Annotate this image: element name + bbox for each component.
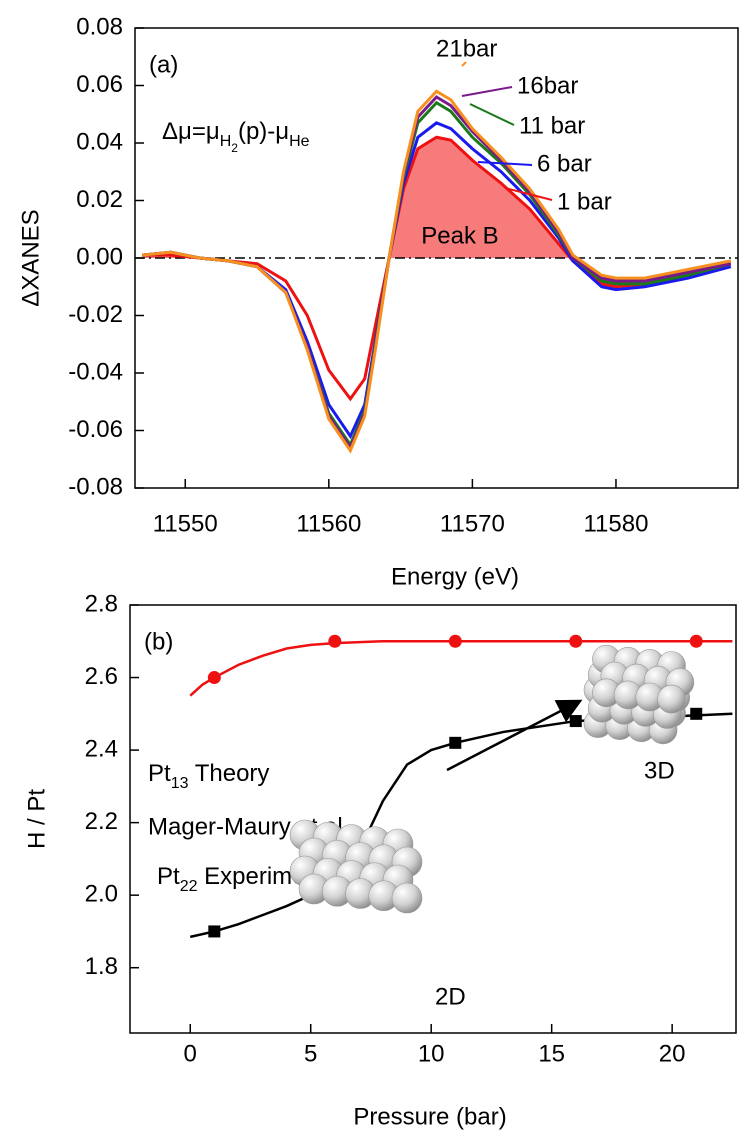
y-axis-label: ΔXANES <box>17 209 44 306</box>
data-point <box>448 634 462 648</box>
y-tick-label: 1.8 <box>85 953 118 980</box>
x-tick-label: 10 <box>418 1040 445 1067</box>
text-segment: Δμ=μ <box>162 118 220 145</box>
text-segment: 22 <box>180 878 198 895</box>
cluster-atom <box>657 684 686 714</box>
y-tick-label: -0.04 <box>68 358 123 385</box>
x-tick-label: 15 <box>538 1040 565 1067</box>
data-point <box>569 715 582 728</box>
x-tick-label: 11550 <box>153 510 218 537</box>
y-tick-label: -0.08 <box>68 473 123 500</box>
text-segment: Pt <box>148 760 171 787</box>
series-line <box>142 135 732 402</box>
panel-label: (b) <box>144 628 173 655</box>
x-tick-label: 11570 <box>440 510 505 537</box>
series-label: Pt13 Theory <box>148 760 269 792</box>
x-tick-label: 20 <box>659 1040 686 1067</box>
y-tick-label: 2.2 <box>85 808 118 835</box>
data-point <box>208 925 221 938</box>
data-point <box>569 634 583 648</box>
y-tick-label: 2.8 <box>85 590 118 617</box>
series-line <box>142 89 732 454</box>
cluster-label: 2D <box>435 983 466 1010</box>
cluster-atom <box>391 882 423 914</box>
y-tick-label: 0.04 <box>76 128 123 155</box>
y-axis-label: H / Pt <box>23 789 50 849</box>
text-segment: Pt <box>157 863 180 890</box>
x-axis-label: Energy (eV) <box>391 563 519 590</box>
x-tick-label: 11560 <box>296 510 361 537</box>
formula: Δμ=μH2(p)-μHe <box>162 118 310 155</box>
series-label: 6 bar <box>537 150 592 177</box>
peak-label: Peak B <box>421 222 498 249</box>
plot-area <box>189 634 733 939</box>
text-segment: H <box>220 133 232 150</box>
y-tick-label: -0.06 <box>68 416 123 443</box>
data-point <box>328 634 342 648</box>
panel-label: (a) <box>149 51 178 78</box>
data-point <box>207 671 221 685</box>
y-tick-label: 0.08 <box>76 13 123 40</box>
label-leader <box>469 103 515 126</box>
data-point <box>690 707 703 720</box>
label-leader <box>461 86 513 97</box>
label-leader <box>461 61 467 67</box>
y-tick-label: 2.4 <box>85 735 118 762</box>
plot-area <box>135 89 738 454</box>
label-leader <box>477 161 533 166</box>
fit-line <box>189 712 733 939</box>
text-segment: Theory <box>188 760 269 787</box>
x-tick-label: 5 <box>304 1040 317 1067</box>
x-tick-label: 0 <box>184 1040 197 1067</box>
y-tick-label: 0.02 <box>76 186 123 213</box>
peak-area <box>142 137 731 258</box>
text-segment: He <box>289 133 310 150</box>
y-tick-label: -0.02 <box>68 301 123 328</box>
y-tick-label: 2.0 <box>85 881 118 908</box>
cluster-label: 3D <box>644 757 675 784</box>
arrow <box>446 699 583 772</box>
x-axis-label: Pressure (bar) <box>353 1103 506 1130</box>
series-label: 1 bar <box>557 188 612 215</box>
plot-frame <box>129 604 737 1034</box>
text-segment: 2 <box>231 141 238 155</box>
label-leader <box>504 187 553 201</box>
series-label: 21bar <box>436 35 497 62</box>
series-label: 16bar <box>517 72 578 99</box>
y-tick-label: 0.00 <box>76 243 123 270</box>
data-point <box>689 634 703 648</box>
x-tick-label: 11580 <box>583 510 648 537</box>
text-segment: 13 <box>171 775 189 792</box>
text-segment: (p)-μ <box>238 118 289 145</box>
data-point <box>449 736 462 749</box>
y-tick-label: 2.6 <box>85 663 118 690</box>
series-label: 11 bar <box>519 112 585 139</box>
y-tick-label: 0.06 <box>76 71 123 98</box>
